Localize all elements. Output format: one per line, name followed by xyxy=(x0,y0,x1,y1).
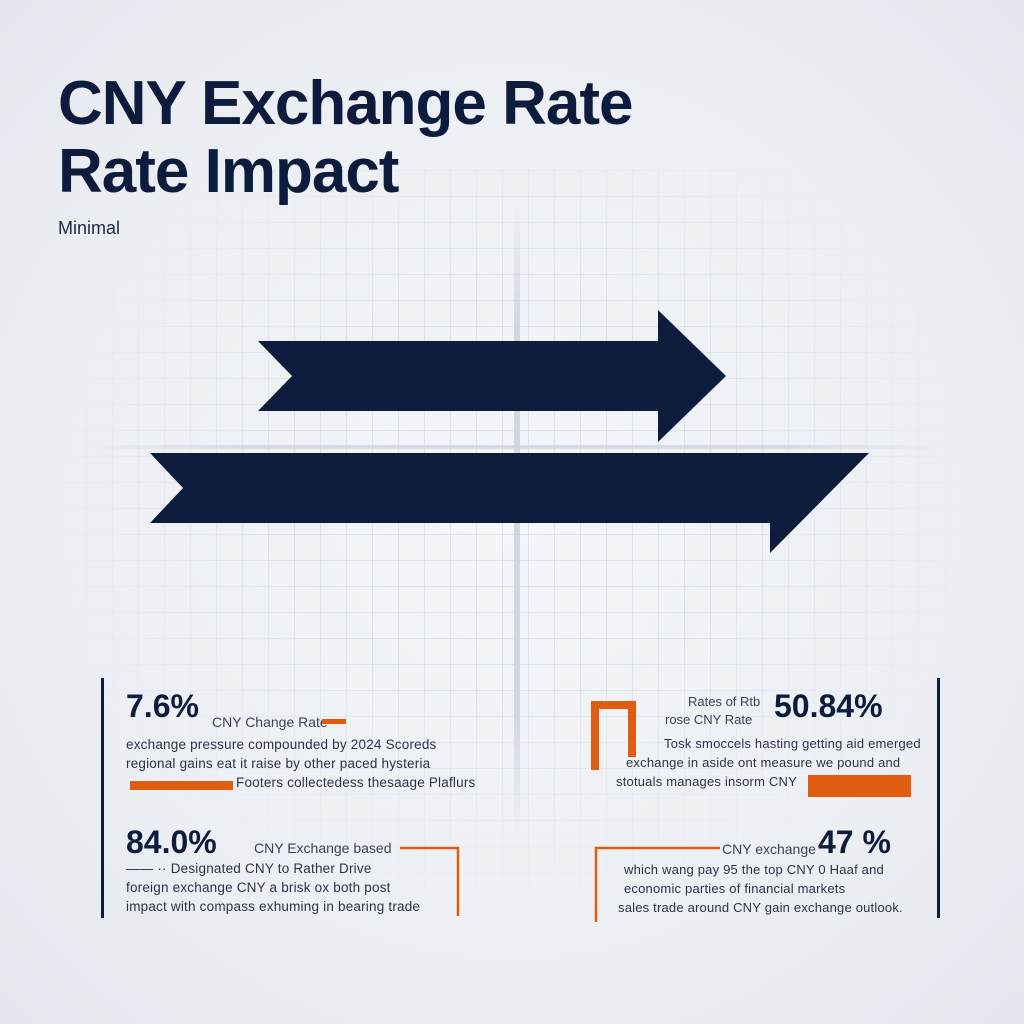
stat-text-3b: foreign exchange CNY a brisk ox both pos… xyxy=(126,880,391,895)
stat-text-1b: regional gains eat it raise by other pac… xyxy=(126,756,431,771)
stat-label-2a: Rates of Rtb xyxy=(688,694,761,709)
stat-label-1: CNY Change Rate xyxy=(212,714,328,730)
stat-text-2a: Tosk smoccels hasting getting aid emerge… xyxy=(664,736,921,751)
stat-text-2b: exchange in aside ont measure we pound a… xyxy=(626,755,901,770)
stat-bracket-4 xyxy=(594,846,720,922)
stat-value-4: 47 % xyxy=(818,824,891,860)
stat-text-4a: which wang pay 95 the top CNY 0 Haaf and xyxy=(624,862,884,877)
stat-label-3: CNY Exchange based xyxy=(254,840,392,856)
stat-text-1a: exchange pressure compounded by 2024 Sco… xyxy=(126,737,437,752)
stat-label-2b: rose CNY Rate xyxy=(665,712,753,727)
bracket-icon xyxy=(591,701,636,770)
title-line-1: CNY Exchange Rate xyxy=(58,69,634,138)
left-panel-border xyxy=(101,678,104,918)
stat-text-3c: impact with compass exhuming in bearing … xyxy=(126,899,421,914)
upper-arrow-icon xyxy=(258,310,726,442)
lower-arrow-icon xyxy=(150,453,869,553)
stat-value-1: 7.6% xyxy=(126,688,199,724)
horizontal-divider xyxy=(80,445,950,449)
stat-value-2: 50.84% xyxy=(774,688,883,724)
stat-text-4c: sales trade around CNY gain exchange out… xyxy=(618,900,903,915)
stat-bracket-3 xyxy=(400,846,460,916)
stat-label-4: CNY exchange xyxy=(722,841,816,857)
title-line-2: Rate Impact xyxy=(58,137,399,206)
stat-marker-1 xyxy=(322,719,346,724)
stat-text-2c: stotuals manages insorm CNY xyxy=(616,774,797,789)
stat-text-3a: —— ·· Designated CNY to Rather Drive xyxy=(126,861,372,876)
stat-bar-2 xyxy=(808,775,911,797)
background-grid xyxy=(60,170,960,890)
stat-text-4b: economic parties of financial markets xyxy=(624,881,846,896)
page-title: CNY Exchange Rate Rate Impact xyxy=(58,69,634,206)
stat-bar-1 xyxy=(130,781,233,790)
right-panel-border xyxy=(937,678,940,918)
subtitle: Minimal xyxy=(58,218,121,238)
stat-text-1c: Footers collectedess thesaage Plaflurs xyxy=(236,775,476,790)
stat-value-3: 84.0% xyxy=(126,824,217,860)
